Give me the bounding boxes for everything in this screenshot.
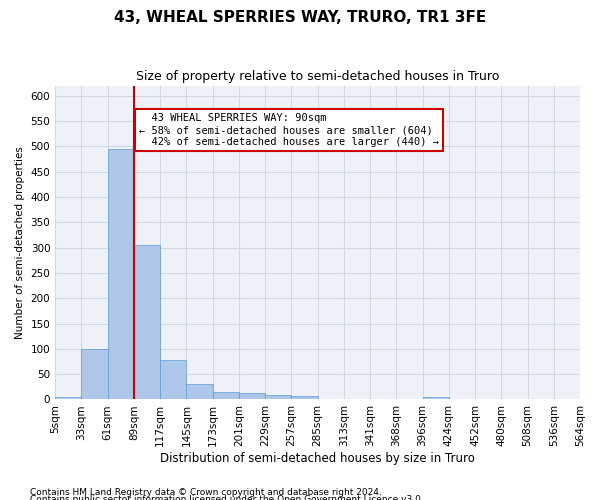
Bar — [187, 384, 212, 400]
Y-axis label: Number of semi-detached properties: Number of semi-detached properties — [15, 146, 25, 339]
X-axis label: Distribution of semi-detached houses by size in Truro: Distribution of semi-detached houses by … — [160, 452, 475, 465]
Bar — [107, 149, 134, 400]
Bar — [55, 397, 82, 400]
Bar — [239, 394, 265, 400]
Bar — [212, 392, 239, 400]
Bar — [134, 245, 160, 400]
Bar — [265, 396, 292, 400]
Text: Contains HM Land Registry data © Crown copyright and database right 2024.: Contains HM Land Registry data © Crown c… — [30, 488, 382, 497]
Bar — [292, 396, 317, 400]
Bar — [160, 360, 187, 400]
Text: 43 WHEAL SPERRIES WAY: 90sqm
← 58% of semi-detached houses are smaller (604)
  4: 43 WHEAL SPERRIES WAY: 90sqm ← 58% of se… — [139, 114, 439, 146]
Bar — [422, 397, 449, 400]
Text: Contains public sector information licensed under the Open Government Licence v3: Contains public sector information licen… — [30, 496, 424, 500]
Title: Size of property relative to semi-detached houses in Truro: Size of property relative to semi-detach… — [136, 70, 499, 83]
Text: 43, WHEAL SPERRIES WAY, TRURO, TR1 3FE: 43, WHEAL SPERRIES WAY, TRURO, TR1 3FE — [114, 10, 486, 25]
Bar — [82, 349, 107, 400]
